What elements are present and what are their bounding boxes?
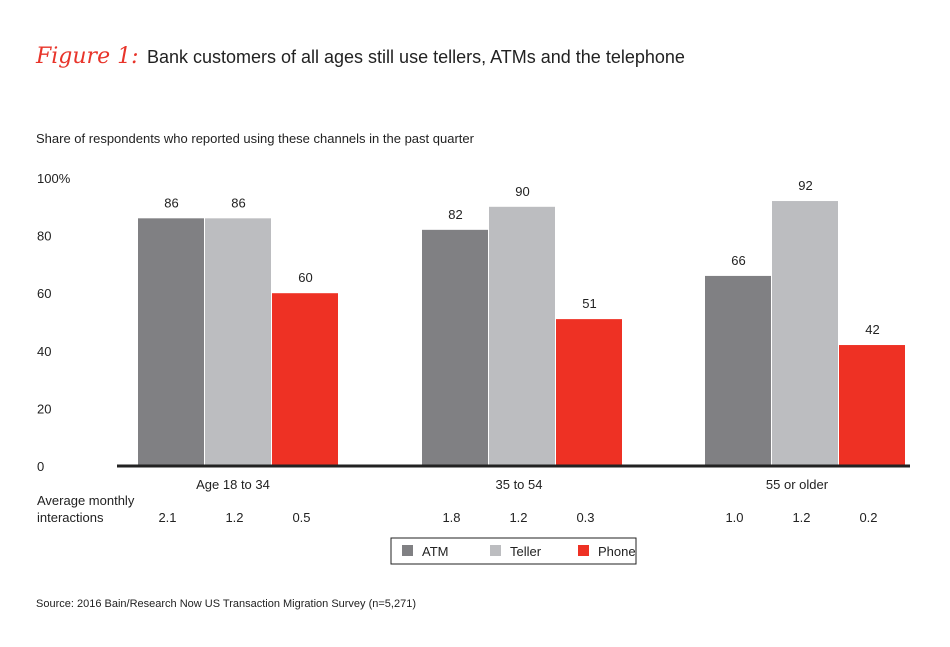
legend-label-phone: Phone (598, 544, 636, 559)
interaction-value: 1.2 (792, 510, 810, 525)
bar-atm-3 (705, 275, 771, 466)
bar-teller-1 (205, 218, 271, 466)
data-label: 42 (865, 322, 879, 337)
y-tick-label: 20 (37, 401, 51, 416)
data-label: 60 (298, 270, 312, 285)
data-label: 92 (798, 178, 812, 193)
category-label: Age 18 to 34 (196, 477, 270, 492)
interaction-value: 1.0 (725, 510, 743, 525)
source-note: Source: 2016 Bain/Research Now US Transa… (36, 598, 416, 610)
legend-swatch-atm (402, 545, 413, 556)
interaction-value: 0.2 (859, 510, 877, 525)
interaction-value: 0.3 (576, 510, 594, 525)
interactions-label-line1: Average monthly (37, 493, 135, 508)
interaction-value: 2.1 (158, 510, 176, 525)
y-tick-label: 40 (37, 344, 51, 359)
data-label: 90 (515, 184, 529, 199)
y-tick-label: 0 (37, 459, 44, 474)
bar-phone-2 (556, 319, 622, 466)
interaction-value: 1.2 (225, 510, 243, 525)
interaction-value: 0.5 (292, 510, 310, 525)
bar-phone-1 (272, 293, 338, 466)
figure-title: Bank customers of all ages still use tel… (146, 47, 685, 67)
legend-swatch-phone (578, 545, 589, 556)
data-label: 66 (731, 253, 745, 268)
figure-label: Figure 1: (36, 44, 139, 69)
y-tick-label: 60 (37, 286, 51, 301)
interaction-value: 1.2 (509, 510, 527, 525)
legend-box (390, 537, 637, 565)
legend-label-atm: ATM (422, 544, 448, 559)
interactions-label-line2: interactions (37, 510, 104, 525)
bar-teller-2 (489, 206, 555, 467)
legend-label-teller: Teller (510, 544, 542, 559)
y-tick-label: 100% (37, 171, 71, 186)
bar-atm-2 (422, 229, 488, 466)
category-label: 35 to 54 (496, 477, 543, 492)
data-label: 86 (231, 195, 245, 210)
bar-teller-3 (772, 201, 838, 467)
bar-phone-3 (839, 345, 905, 466)
category-label: 55 or older (766, 477, 829, 492)
figure-title-row: Figure 1: Bank customers of all ages sti… (36, 44, 685, 69)
chart-subtitle: Share of respondents who reported using … (36, 131, 474, 146)
legend-swatch-teller (490, 545, 501, 556)
interaction-value: 1.8 (442, 510, 460, 525)
data-label: 82 (448, 207, 462, 222)
y-tick-label: 80 (37, 229, 51, 244)
data-label: 86 (164, 195, 178, 210)
bar-atm-1 (138, 218, 204, 466)
data-label: 51 (582, 296, 596, 311)
